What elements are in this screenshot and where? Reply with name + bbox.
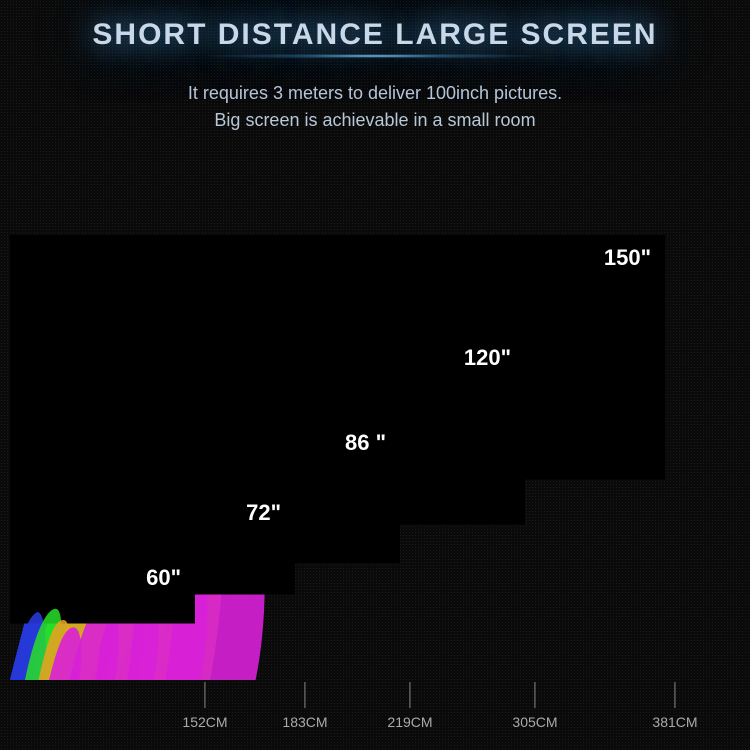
color-wave-graphic: [10, 605, 85, 680]
subtitle-line2: Big screen is achievable in a small room: [0, 107, 750, 134]
screen-size-label: 150": [604, 245, 651, 271]
tick-line: [409, 682, 410, 708]
subtitle-line1: It requires 3 meters to deliver 100inch …: [0, 80, 750, 107]
distance-tick: 305CM: [512, 682, 557, 730]
screen-stage: 150" 120" 86 " 72" 60": [0, 180, 750, 680]
screen-size-label: 86 ": [345, 430, 386, 456]
screen-size-label: 120": [464, 345, 511, 371]
distance-tick: 381CM: [652, 682, 697, 730]
projection-screen: 60": [10, 555, 195, 680]
tick-line: [674, 682, 675, 708]
screen-size-label: 72": [246, 500, 281, 526]
page-title: SHORT DISTANCE LARGE SCREEN: [0, 0, 750, 52]
distance-label: 152CM: [182, 714, 227, 730]
distance-tick: 152CM: [182, 682, 227, 730]
lens-flare: [125, 54, 625, 58]
distance-label: 381CM: [652, 714, 697, 730]
distance-label: 219CM: [387, 714, 432, 730]
tick-line: [534, 682, 535, 708]
distance-tick: 183CM: [282, 682, 327, 730]
distance-axis: 152CM 183CM 219CM 305CM 381CM: [0, 680, 750, 730]
distance-label: 183CM: [282, 714, 327, 730]
tick-line: [304, 682, 305, 708]
tick-line: [204, 682, 205, 708]
distance-label: 305CM: [512, 714, 557, 730]
screen-size-label: 60": [146, 565, 181, 591]
distance-tick: 219CM: [387, 682, 432, 730]
subtitle: It requires 3 meters to deliver 100inch …: [0, 80, 750, 134]
